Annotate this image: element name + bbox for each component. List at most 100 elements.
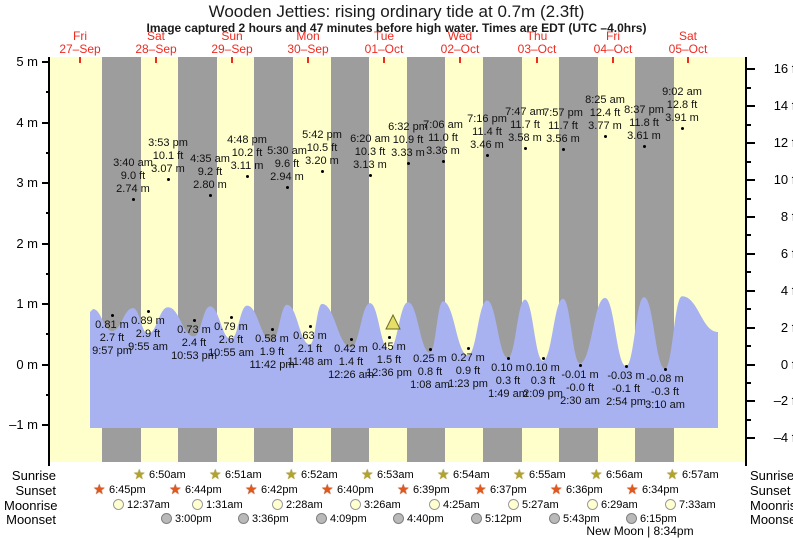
moonset-circle-icon xyxy=(549,513,560,524)
left-tick-label: –1 m xyxy=(9,417,38,432)
annotation-line: 2.6 ft xyxy=(218,333,244,346)
high-tide-dot xyxy=(246,175,249,179)
left-tick-major xyxy=(42,363,50,366)
high-tide-dot xyxy=(369,174,372,178)
high-tide-annotation: 8:25 am 12.4 ft 3.77 m xyxy=(560,94,650,133)
annotation-line: 7:47 am xyxy=(505,105,545,118)
almanac-rows: Sunrise Sunrise ★ 6:50am ★ 6:51am ★ 6:52am ★ 6:53… xyxy=(0,462,793,538)
new-moon-note: New Moon | 8:34pm xyxy=(586,524,694,538)
low-tide-annotation: 0.25 m 0.8 ft 1:08 am xyxy=(385,353,475,392)
low-tide-dot xyxy=(664,368,667,372)
day-weekday: Sun xyxy=(221,29,243,43)
right-tick-label: 2 ft xyxy=(780,319,793,335)
almanac-time: 6:44pm xyxy=(185,484,222,496)
day-date: 01–Oct xyxy=(364,42,404,56)
left-tick-minor xyxy=(46,393,50,396)
almanac-time: 5:12pm xyxy=(485,513,522,525)
annotation-line: 7:57 pm xyxy=(543,107,583,120)
annotation-line: 3.91 m xyxy=(665,111,699,124)
high-tide-annotation: 5:42 pm 10.5 ft 3.20 m xyxy=(277,129,367,168)
day-date: 27–Sep xyxy=(59,42,101,56)
left-tick-minor xyxy=(46,212,50,215)
annotation-line: 2.4 ft xyxy=(181,337,207,350)
left-tick-major xyxy=(42,242,50,245)
almanac-time: 6:55am xyxy=(529,469,566,481)
low-tide-annotation: 0.89 m 2.9 ft 9:55 am xyxy=(103,315,193,354)
right-tick-minor xyxy=(747,123,751,126)
annotation-line: 3.33 m xyxy=(391,147,425,160)
low-tide-dot xyxy=(388,336,391,340)
almanac-time: 6:39pm xyxy=(413,484,450,496)
annotation-line: -0.3 ft xyxy=(650,386,680,399)
high-tide-annotation: 3:40 am 9.0 ft 2.74 m xyxy=(88,157,178,196)
day-date: 04–Oct xyxy=(593,42,633,56)
low-tide-dot xyxy=(579,364,582,368)
low-tide-annotation: 0.10 m 0.3 ft 1:49 am xyxy=(463,362,553,401)
almanac-label-sunrise-left: Sunrise xyxy=(11,468,56,483)
annotation-line: 0.25 m xyxy=(413,353,447,366)
left-tick-major xyxy=(42,424,50,426)
right-tick-major xyxy=(747,68,755,71)
day-weekday: Fri xyxy=(606,29,620,43)
sunrise-star-icon: ★ xyxy=(437,466,450,482)
annotation-line: -0.08 m xyxy=(646,373,684,386)
day-tick xyxy=(231,57,233,63)
right-tick-label: 16 ft xyxy=(773,61,793,77)
annotation-line: -0.0 ft xyxy=(565,382,595,395)
annotation-line: 2.1 ft xyxy=(297,343,323,356)
high-tide-dot xyxy=(442,160,445,164)
moonset-circle-icon xyxy=(161,513,172,524)
day-date: 28–Sep xyxy=(135,42,177,56)
annotation-line: 8:25 am xyxy=(585,94,625,107)
annotation-line: 10.3 ft xyxy=(354,146,386,159)
high-tide-dot xyxy=(643,145,646,149)
annotation-line: 2.9 ft xyxy=(135,327,161,340)
annotation-line: -0.01 m xyxy=(561,369,599,382)
left-tick-label: 4 m xyxy=(16,114,38,130)
annotation-line: 2.94 m xyxy=(270,170,304,183)
left-tick-minor xyxy=(46,151,50,154)
chart-subtitle: Image captured 2 hours and 47 minutes be… xyxy=(146,21,647,35)
right-tick-minor xyxy=(747,197,751,200)
low-tide-dot xyxy=(350,338,353,342)
moonset-circle-icon xyxy=(238,513,249,524)
high-tide-dot xyxy=(524,146,527,150)
high-tide-annotation: 7:06 am 11.0 ft 3.36 m xyxy=(398,119,488,158)
day-weekday: Mon xyxy=(296,29,320,43)
low-tide-annotation: 0.58 m 1.9 ft 11:42 pm xyxy=(227,333,317,372)
right-tick-minor xyxy=(747,160,751,163)
right-tick-major xyxy=(747,215,755,218)
left-tick-major xyxy=(42,303,50,305)
almanac-time: 6:50am xyxy=(149,469,186,481)
almanac-time: 12:37am xyxy=(127,499,170,511)
sunrise-star-icon: ★ xyxy=(209,466,222,482)
right-tick-minor xyxy=(747,381,751,384)
high-tide-annotation: 9:02 am 12.8 ft 3.91 m xyxy=(637,86,727,125)
day-label: Fri 27–Sep xyxy=(35,30,125,56)
annotation-line: 1.9 ft xyxy=(259,346,285,359)
day-label: Tue 01–Oct xyxy=(339,30,429,56)
low-tide-annotation: 0.73 m 2.4 ft 10:53 pm xyxy=(149,324,239,363)
annotation-line: 0.58 m xyxy=(255,333,289,346)
annotation-line: 5:42 pm xyxy=(302,128,342,141)
low-tide-dot xyxy=(230,315,233,319)
annotation-line: 0.63 m xyxy=(293,330,327,343)
annotation-line: 1:23 pm xyxy=(448,378,488,391)
day-date: 05–Oct xyxy=(668,42,708,56)
annotation-line: 1:08 am xyxy=(410,379,450,392)
moonset-circle-icon xyxy=(393,513,404,524)
moonrise-circle-icon xyxy=(272,499,283,510)
annotation-line: 2:09 pm xyxy=(523,388,563,401)
day-tick xyxy=(383,57,385,63)
annotation-line: 0.10 m xyxy=(526,362,560,375)
annotation-line: 9:57 pm xyxy=(92,345,132,358)
annotation-line: 7:06 am xyxy=(423,119,463,132)
annotation-line: 0.89 m xyxy=(131,314,165,327)
low-tide-dot xyxy=(467,347,470,351)
day-weekday: Thu xyxy=(526,29,548,43)
annotation-line: 2:54 pm xyxy=(606,396,646,409)
annotation-line: 3:40 am xyxy=(113,156,153,169)
annotation-line: 4:35 am xyxy=(190,153,230,166)
sunrise-star-icon: ★ xyxy=(285,466,298,482)
day-label: Mon 30–Sep xyxy=(263,30,353,56)
